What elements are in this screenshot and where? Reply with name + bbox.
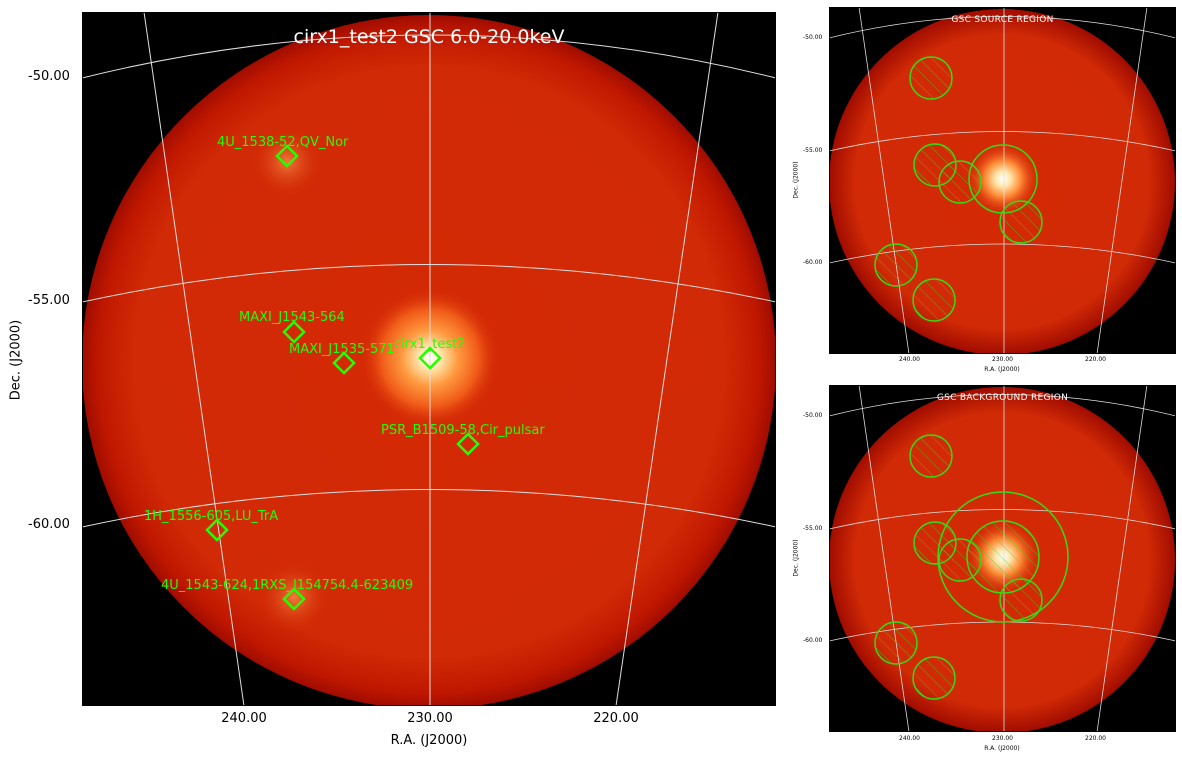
source-label: 1H_1556-605,LU_TrA (144, 509, 278, 524)
src-xtick: 230.00 (992, 356, 1013, 363)
src-x-axis-title: R.A. (J2000) (984, 366, 1020, 373)
main-ytick: -55.00 (28, 293, 70, 308)
background-region-panel: GSC BACKGROUND REGION (829, 385, 1176, 732)
main-ytick: -60.00 (28, 517, 70, 532)
main-y-axis-title: Dec. (J2000) (8, 319, 24, 401)
background-region-circles (874, 434, 1069, 700)
bkg-xtick: 240.00 (899, 735, 920, 742)
source-label: cirx1_test2 (394, 337, 465, 352)
source-label: 4U_1538-52,QV_Nor (217, 135, 349, 150)
bkg-ytick: -50.00 (803, 412, 823, 419)
background-region-map (829, 385, 1176, 732)
src-y-axis-title: Dec. (J2000) (792, 161, 800, 199)
source-marker (282, 587, 306, 611)
source-markers (205, 144, 480, 611)
main-xtick: 220.00 (593, 711, 639, 726)
bkg-xtick: 220.00 (1085, 735, 1106, 742)
exclusion-circle (912, 278, 956, 322)
source-label: 4U_1543-624,1RXS_J154754.4-623409 (161, 578, 413, 593)
exclusion-circle (938, 538, 982, 582)
exclusion-circle (909, 56, 953, 100)
source-region-map (829, 7, 1176, 354)
src-ytick: -55.00 (803, 147, 823, 154)
bkg-ytick: -55.00 (803, 525, 823, 532)
source-marker (275, 144, 299, 168)
src-ytick: -50.00 (803, 34, 823, 41)
bkg-x-axis-title: R.A. (J2000) (984, 745, 1020, 752)
source-label: MAXI_J1535-571 (289, 342, 395, 357)
main-title: cirx1_test2 GSC 6.0-20.0keV (293, 26, 565, 48)
source-marker (418, 346, 442, 370)
bkg-ytick: -60.00 (803, 637, 823, 644)
src-xtick: 220.00 (1085, 356, 1106, 363)
exclusion-circle (874, 243, 918, 287)
source-marker (332, 351, 356, 375)
main-image-panel: 4U_1538-52,QV_Nor MAXI_J1543-564 MAXI_J1… (82, 12, 776, 706)
exclusion-circle (912, 656, 956, 700)
exclusion-circle (999, 578, 1043, 622)
exclusion-circle (909, 434, 953, 478)
src-ytick: -60.00 (803, 259, 823, 266)
source-marker (282, 320, 306, 344)
source-marker (456, 432, 480, 456)
coordinate-grid (82, 12, 776, 706)
main-x-axis-title: R.A. (J2000) (390, 733, 468, 748)
source-marker (205, 518, 229, 542)
bkg-xtick: 230.00 (992, 735, 1013, 742)
source-region-panel: GSC SOURCE REGION (829, 7, 1176, 354)
source-region-circles (874, 56, 1043, 322)
main-ytick: -50.00 (28, 69, 70, 84)
exclusion-circle (999, 200, 1043, 244)
main-sky-map: 4U_1538-52,QV_Nor MAXI_J1543-564 MAXI_J1… (82, 12, 776, 706)
bkg-y-axis-title: Dec. (J2000) (792, 539, 800, 577)
src-xtick: 240.00 (899, 356, 920, 363)
background-region-title: GSC BACKGROUND REGION (936, 393, 1069, 403)
main-xtick: 240.00 (221, 711, 267, 726)
source-label: PSR_B1509-58,Cir_pulsar (381, 423, 545, 438)
source-region-title: GSC SOURCE REGION (951, 15, 1054, 25)
source-label: MAXI_J1543-564 (239, 310, 345, 325)
main-xtick: 230.00 (407, 711, 453, 726)
exclusion-circle (874, 621, 918, 665)
